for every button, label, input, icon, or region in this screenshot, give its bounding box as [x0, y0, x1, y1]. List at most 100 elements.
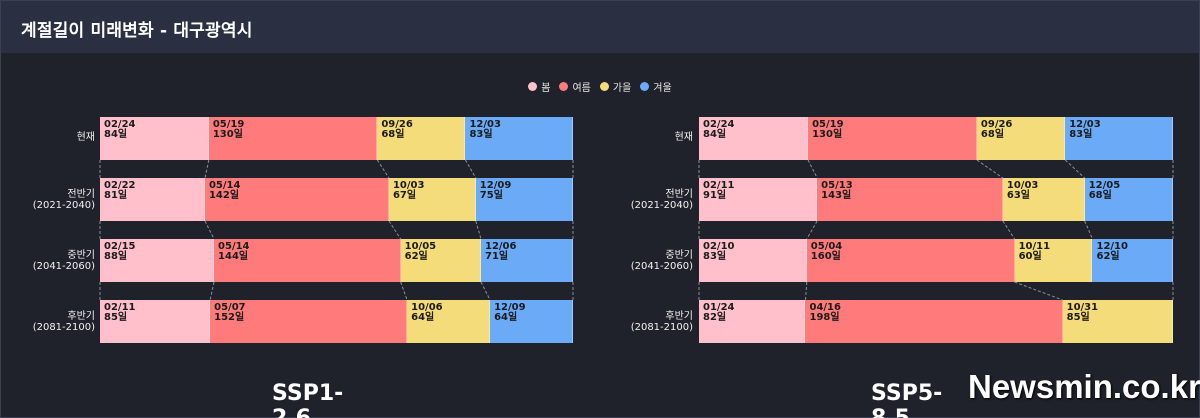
bar-segment-봄[interactable]: 02/24 84일: [699, 117, 809, 160]
segment-data-label: 05/14 144일: [218, 241, 250, 262]
scenario-title: SSP5-8.5: [871, 381, 943, 418]
row-label-period: 전반기: [665, 189, 693, 200]
bar-segment-봄[interactable]: 01/24 82일: [699, 300, 806, 343]
segment-data-label: 12/10 62일: [1096, 241, 1128, 262]
segment-data-label: 05/19 130일: [212, 119, 245, 140]
bar-segment-봄[interactable]: 02/11 85일: [100, 300, 211, 343]
bar-segment-겨울[interactable]: 12/03 83일: [1065, 117, 1173, 160]
legend-label: 봄: [541, 83, 551, 94]
legend-item[interactable]: 봄: [528, 79, 550, 94]
row-label-period: 후반기: [665, 311, 693, 322]
scenario-title: SSP1-2.6: [272, 381, 344, 418]
legend-item[interactable]: 여름: [559, 79, 591, 94]
segment-data-label: 10/03 67일: [392, 180, 425, 201]
bar-segment-가을[interactable]: 10/03 67일: [388, 178, 476, 221]
segment-data-label: 09/26 68일: [381, 119, 413, 140]
segment-data-label: 05/04 160일: [810, 241, 843, 262]
bar-segment-봄[interactable]: 02/15 88일: [100, 239, 215, 282]
segment-data-label: 12/06 71일: [484, 241, 517, 262]
bar-segment-가을[interactable]: 10/05 62일: [400, 239, 481, 282]
legend-swatch: [599, 82, 609, 91]
segment-data-label: 02/15 88일: [104, 241, 136, 262]
header-bar: 계절길이 미래변화 - 대구광역시: [1, 1, 1199, 53]
bar-segment-여름[interactable]: 05/04 160일: [806, 239, 1015, 282]
bar-segment-여름[interactable]: 05/07 152일: [210, 300, 408, 343]
bar-segment-여름[interactable]: 04/16 198일: [805, 300, 1063, 343]
row-label-years: (2041-2060): [32, 261, 95, 272]
bar-segment-겨울[interactable]: 12/09 64일: [490, 300, 573, 343]
bar-segment-봄[interactable]: 02/22 81일: [100, 178, 205, 221]
bar-segment-가을[interactable]: 09/26 68일: [976, 117, 1066, 160]
row-label: 후반기 (2081-2100): [598, 311, 693, 333]
bar-segment-가을[interactable]: 10/31 85일: [1062, 300, 1173, 343]
segment-data-label: 09/26 68일: [980, 119, 1013, 140]
legend-swatch: [640, 82, 650, 91]
row-label-period: 중반기: [665, 250, 693, 261]
legend-label: 여름: [572, 83, 591, 94]
bar-segment-가을[interactable]: 10/11 60일: [1014, 239, 1093, 282]
segment-data-label: 02/11 85일: [104, 302, 136, 323]
row-label-years: (2021-2040): [630, 200, 693, 211]
season-bar: 02/11 91일 05/13 143일 10/03 63일 12/05 68일: [699, 178, 1173, 221]
segment-data-label: 10/06 64일: [411, 302, 443, 323]
row-label-period: 현재: [76, 132, 95, 143]
segment-data-label: 01/24 82일: [703, 302, 735, 323]
row-label-years: (2081-2100): [32, 322, 95, 333]
segment-data-label: 05/19 130일: [812, 119, 844, 140]
bar-segment-여름[interactable]: 05/13 143일: [817, 178, 1003, 221]
legend-item[interactable]: 가을: [599, 79, 632, 94]
legend-label: 가을: [612, 83, 632, 94]
row-label: 전반기 (2021-2040): [598, 189, 693, 211]
season-bar: 02/10 83일 05/04 160일 10/11 60일 12/10 62일: [699, 239, 1173, 282]
bar-segment-겨울[interactable]: 12/03 83일: [465, 117, 573, 160]
season-bar: 02/11 85일 05/07 152일 10/06 64일 12/09 64일: [100, 300, 573, 343]
bar-segment-봄[interactable]: 02/10 83일: [699, 239, 807, 282]
segment-data-label: 02/10 83일: [703, 241, 735, 262]
segment-data-label: 10/31 85일: [1066, 302, 1099, 323]
bar-segment-여름[interactable]: 05/14 142일: [204, 178, 389, 221]
season-bar: 02/24 84일 05/19 130일 09/26 68일 12/03 83일: [100, 117, 573, 160]
segment-data-label: 04/16 198일: [809, 302, 841, 323]
bar-segment-가을[interactable]: 10/03 63일: [1002, 178, 1085, 221]
bar-segment-봄[interactable]: 02/24 84일: [100, 117, 209, 160]
row-label: 전반기 (2021-2040): [0, 189, 95, 211]
row-label: 중반기 (2041-2060): [598, 250, 693, 272]
segment-data-label: 05/14 142일: [208, 180, 241, 201]
bar-segment-겨울[interactable]: 12/06 71일: [480, 239, 573, 282]
row-label-period: 후반기: [67, 311, 95, 322]
bar-segment-겨울[interactable]: 12/10 62일: [1092, 239, 1173, 282]
legend-item[interactable]: 겨울: [640, 79, 672, 94]
row-label: 중반기 (2041-2060): [0, 250, 95, 272]
bar-segment-겨울[interactable]: 12/05 68일: [1084, 178, 1173, 221]
segment-data-label: 10/03 63일: [1006, 180, 1039, 201]
bar-segment-여름[interactable]: 05/14 144일: [214, 239, 401, 282]
segment-data-label: 02/11 91일: [703, 180, 735, 201]
segment-data-label: 02/22 81일: [104, 180, 136, 201]
row-label-period: 현재: [674, 132, 693, 143]
bar-segment-가을[interactable]: 09/26 68일: [377, 117, 466, 160]
segment-data-label: 12/03 83일: [1069, 119, 1101, 140]
bar-segment-여름[interactable]: 05/19 130일: [808, 117, 977, 160]
segment-data-label: 12/09 75일: [479, 180, 512, 201]
segment-data-label: 02/24 84일: [703, 119, 735, 140]
row-label: 현재: [0, 132, 95, 143]
row-label-years: (2021-2040): [32, 200, 95, 211]
bar-segment-겨울[interactable]: 12/09 75일: [475, 178, 573, 221]
segment-data-label: 05/13 143일: [821, 180, 853, 201]
segment-data-label: 10/05 62일: [404, 241, 437, 262]
bar-segment-여름[interactable]: 05/19 130일: [208, 117, 378, 160]
segment-data-label: 12/09 64일: [494, 302, 526, 323]
bar-segment-가을[interactable]: 10/06 64일: [407, 300, 491, 343]
row-label-years: (2081-2100): [630, 322, 693, 333]
legend-swatch: [528, 82, 538, 91]
season-bar: 02/15 88일 05/14 144일 10/05 62일 12/06 71일: [100, 239, 573, 282]
row-label-period: 중반기: [67, 250, 95, 261]
bar-segment-봄[interactable]: 02/11 91일: [699, 178, 818, 221]
chart-legend: 봄 여름 가을 겨울: [0, 79, 1200, 94]
segment-data-label: 05/07 152일: [214, 302, 246, 323]
legend-label: 겨울: [653, 83, 672, 94]
row-label: 현재: [598, 132, 693, 143]
season-bar: 01/24 82일 04/16 198일 10/31 85일: [699, 300, 1173, 343]
season-bar: 02/24 84일 05/19 130일 09/26 68일 12/03 83일: [699, 117, 1173, 160]
page-title: 계절길이 미래변화 - 대구광역시: [21, 21, 253, 41]
